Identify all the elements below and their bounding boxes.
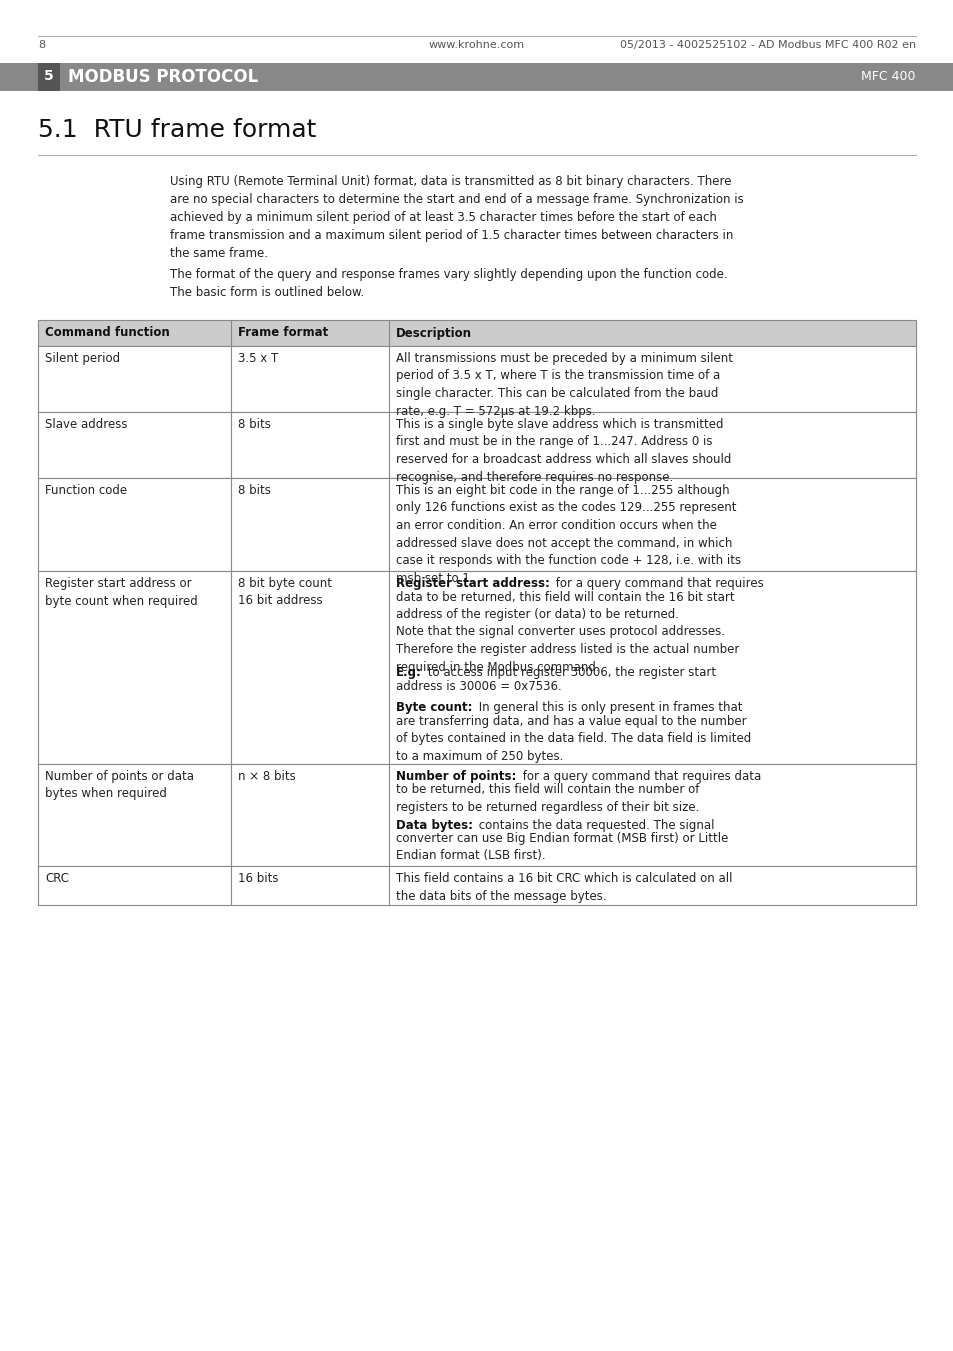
Text: CRC: CRC: [45, 873, 69, 885]
Text: Number of points or data
bytes when required: Number of points or data bytes when requ…: [45, 770, 193, 800]
Text: 8 bit byte count
16 bit address: 8 bit byte count 16 bit address: [238, 577, 332, 608]
Bar: [38, 866, 915, 905]
Text: Using RTU (Remote Terminal Unit) format, data is transmitted as 8 bit binary cha: Using RTU (Remote Terminal Unit) format,…: [170, 176, 743, 259]
Text: Byte count:: Byte count:: [395, 701, 472, 715]
Bar: [38, 478, 915, 571]
Text: address is 30006 = 0x7536.: address is 30006 = 0x7536.: [395, 680, 561, 693]
Text: 5: 5: [44, 69, 53, 82]
Text: www.krohne.com: www.krohne.com: [429, 41, 524, 50]
Bar: [38, 320, 915, 346]
Text: 5.1  RTU frame format: 5.1 RTU frame format: [38, 118, 316, 142]
Text: This field contains a 16 bit CRC which is calculated on all
the data bits of the: This field contains a 16 bit CRC which i…: [395, 873, 732, 902]
Text: Number of points:: Number of points:: [395, 770, 516, 782]
Text: MODBUS PROTOCOL: MODBUS PROTOCOL: [68, 68, 258, 86]
Text: are transferring data, and has a value equal to the number
of bytes contained in: are transferring data, and has a value e…: [395, 715, 751, 763]
Text: n × 8 bits: n × 8 bits: [238, 770, 295, 782]
Bar: [38, 763, 915, 866]
Text: Silent period: Silent period: [45, 353, 120, 365]
Text: Register start address or
byte count when required: Register start address or byte count whe…: [45, 577, 197, 608]
Text: 8: 8: [38, 41, 45, 50]
Text: 8 bits: 8 bits: [238, 417, 271, 431]
Bar: [38, 346, 915, 412]
Text: Register start address:: Register start address:: [395, 577, 550, 590]
Text: Slave address: Slave address: [45, 417, 128, 431]
Text: Command function: Command function: [45, 327, 170, 339]
Bar: [38, 571, 915, 763]
Text: 16 bits: 16 bits: [238, 873, 278, 885]
Text: Frame format: Frame format: [238, 327, 328, 339]
Text: 05/2013 - 4002525102 - AD Modbus MFC 400 R02 en: 05/2013 - 4002525102 - AD Modbus MFC 400…: [619, 41, 915, 50]
Text: E.g:: E.g:: [395, 666, 421, 680]
Text: converter can use Big Endian format (MSB first) or Little
Endian format (LSB fir: converter can use Big Endian format (MSB…: [395, 832, 728, 862]
Text: to access input register 30006, the register start: to access input register 30006, the regi…: [424, 666, 716, 680]
Text: This is a single byte slave address which is transmitted
first and must be in th: This is a single byte slave address whic…: [395, 417, 731, 484]
Text: data to be returned, this field will contain the 16 bit start
address of the reg: data to be returned, this field will con…: [395, 590, 739, 674]
Text: Data bytes:: Data bytes:: [395, 819, 473, 831]
Text: The format of the query and response frames vary slightly depending upon the fun: The format of the query and response fra…: [170, 267, 727, 299]
Text: 3.5 x T: 3.5 x T: [238, 353, 278, 365]
Text: Function code: Function code: [45, 484, 127, 497]
Text: Description: Description: [395, 327, 472, 339]
Text: for a query command that requires: for a query command that requires: [552, 577, 763, 590]
Text: All transmissions must be preceded by a minimum silent
period of 3.5 x T, where : All transmissions must be preceded by a …: [395, 353, 733, 417]
Text: 8 bits: 8 bits: [238, 484, 271, 497]
Bar: [0, 63, 953, 91]
Text: This is an eight bit code in the range of 1...255 although
only 126 functions ex: This is an eight bit code in the range o…: [395, 484, 740, 585]
Text: contains the data requested. The signal: contains the data requested. The signal: [475, 819, 714, 831]
Text: MFC 400: MFC 400: [861, 70, 915, 84]
Bar: [38, 63, 60, 91]
Text: to be returned, this field will contain the number of
registers to be returned r: to be returned, this field will contain …: [395, 784, 699, 813]
Bar: [38, 412, 915, 478]
Text: for a query command that requires data: for a query command that requires data: [518, 770, 760, 782]
Text: In general this is only present in frames that: In general this is only present in frame…: [475, 701, 741, 715]
